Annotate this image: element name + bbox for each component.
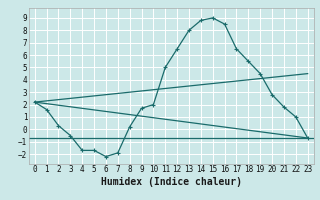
X-axis label: Humidex (Indice chaleur): Humidex (Indice chaleur) [101,177,242,187]
